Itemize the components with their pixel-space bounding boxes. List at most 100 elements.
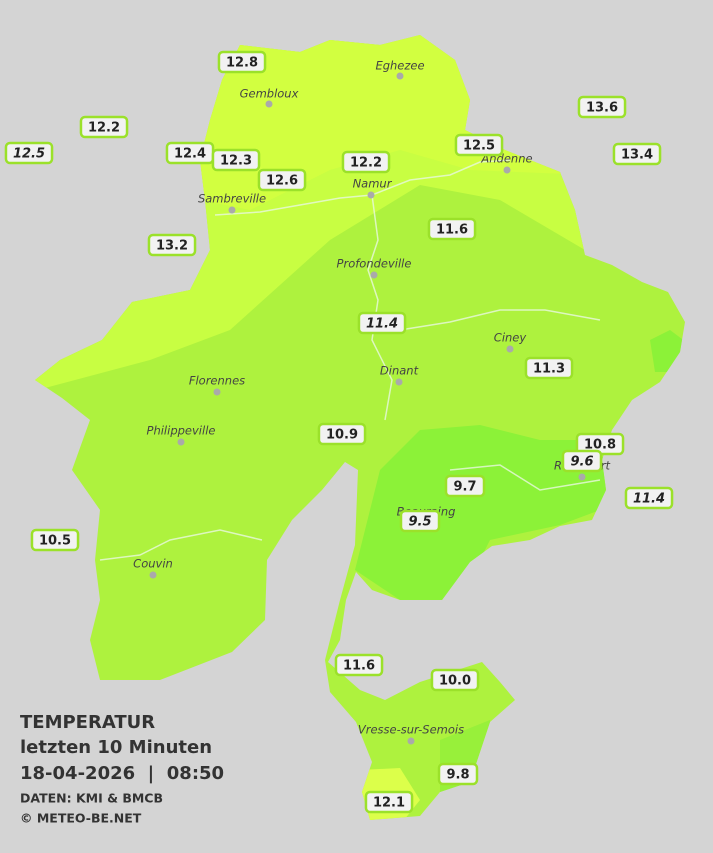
city-label: Vresse-sur-Semois xyxy=(358,723,464,737)
station-value: 12.4 xyxy=(174,147,206,162)
city-label: Philippeville xyxy=(147,424,216,438)
city-label: Florennes xyxy=(189,374,245,388)
city-label: Sambreville xyxy=(198,192,266,206)
station-box xyxy=(437,762,479,786)
station: 12.4 xyxy=(165,141,215,165)
station-box xyxy=(341,150,391,174)
city-dot xyxy=(367,191,375,199)
station: 12.3 xyxy=(211,148,261,172)
subtitle: letzten 10 Minuten xyxy=(20,737,212,758)
station: 10.0 xyxy=(430,668,480,692)
station-value: 11.6 xyxy=(436,223,468,238)
city-dot xyxy=(407,737,415,745)
station-value: 12.8 xyxy=(226,56,258,71)
station-box xyxy=(4,141,54,165)
station-box xyxy=(399,509,441,533)
station-value: 10.8 xyxy=(584,438,616,453)
station-value: 10.0 xyxy=(439,674,471,689)
station-box xyxy=(30,528,80,552)
city-label: Dinant xyxy=(380,364,419,378)
station-value: 11.4 xyxy=(633,492,665,507)
station: 11.4 xyxy=(624,486,674,510)
city-dot xyxy=(370,271,378,279)
river-viroin xyxy=(99,529,263,561)
city-dot xyxy=(228,206,236,214)
station-value: 12.1 xyxy=(373,796,405,811)
station-value: 9.7 xyxy=(453,480,476,495)
title: TEMPERATUR xyxy=(20,712,155,733)
station-box xyxy=(612,142,662,166)
city-dot xyxy=(213,388,221,396)
datetime: 18-04-2026 | 08:50 xyxy=(20,763,224,784)
title-block: TEMPERATUR letzten 10 Minuten 18-04-2026… xyxy=(20,712,224,826)
station: 9.6 xyxy=(561,449,603,473)
station: 12.2 xyxy=(79,115,129,139)
station: 12.2 xyxy=(341,150,391,174)
station-value: 9.8 xyxy=(446,768,469,783)
station-box xyxy=(334,653,384,677)
city-dot xyxy=(506,345,514,353)
station: 10.5 xyxy=(30,528,80,552)
station-value: 9.5 xyxy=(408,515,431,530)
station-box xyxy=(577,95,627,119)
station: 9.5 xyxy=(399,509,441,533)
city-dot xyxy=(177,438,185,446)
station: 12.6 xyxy=(257,168,307,192)
station: 9.7 xyxy=(444,474,486,498)
station: 9.8 xyxy=(437,762,479,786)
river-meuse xyxy=(367,194,393,421)
station-box xyxy=(444,474,486,498)
river-bocq xyxy=(399,309,601,331)
station-value: 13.4 xyxy=(621,148,653,163)
station-value: 12.5 xyxy=(13,147,45,162)
station: 13.2 xyxy=(147,233,197,257)
city-label: Couvin xyxy=(133,557,173,571)
city-label: Ciney xyxy=(494,331,527,345)
source: DATEN: KMI & BMCB xyxy=(20,791,163,806)
station-box xyxy=(624,486,674,510)
station-value: 12.2 xyxy=(88,121,120,136)
city-dots xyxy=(149,72,586,745)
station: 11.3 xyxy=(524,356,574,380)
station-value: 13.6 xyxy=(586,101,618,116)
station-box xyxy=(524,356,574,380)
station-box xyxy=(427,217,477,241)
river-lesse xyxy=(449,464,601,491)
copyright: © METEO-BE.NET xyxy=(20,811,142,826)
city-dot xyxy=(503,166,511,174)
station-box xyxy=(147,233,197,257)
city-dot xyxy=(149,571,157,579)
station-box xyxy=(454,133,504,157)
city-label: Profondeville xyxy=(337,257,412,271)
station: 11.4 xyxy=(357,311,407,335)
station-value: 11.4 xyxy=(366,317,398,332)
station-value: 13.2 xyxy=(156,239,188,254)
city-label: Gembloux xyxy=(240,87,299,101)
station-box xyxy=(211,148,261,172)
station-value: 11.6 xyxy=(343,659,375,674)
city-dot xyxy=(396,72,404,80)
station: 12.5 xyxy=(4,141,54,165)
station: 12.5 xyxy=(454,133,504,157)
zone-cold xyxy=(355,425,612,600)
station-value: 12.3 xyxy=(220,154,252,169)
station-labels: 12.8 12.2 12.5 12.4 12.3 12.6 12.2 12.5 13.6 13.4… xyxy=(4,50,674,814)
station: 13.4 xyxy=(612,142,662,166)
station-value: 10.9 xyxy=(326,428,358,443)
station: 10.9 xyxy=(317,422,367,446)
station-box xyxy=(430,668,480,692)
station: 13.6 xyxy=(577,95,627,119)
station-box xyxy=(217,50,267,74)
station: 11.6 xyxy=(334,653,384,677)
city-dot xyxy=(265,100,273,108)
station-value: 10.5 xyxy=(39,534,71,549)
station: 11.6 xyxy=(427,217,477,241)
station-box xyxy=(79,115,129,139)
station: 12.1 xyxy=(364,790,414,814)
station-box xyxy=(257,168,307,192)
station-box xyxy=(357,311,407,335)
station-value: 12.5 xyxy=(463,139,495,154)
station-value: 11.3 xyxy=(533,362,565,377)
